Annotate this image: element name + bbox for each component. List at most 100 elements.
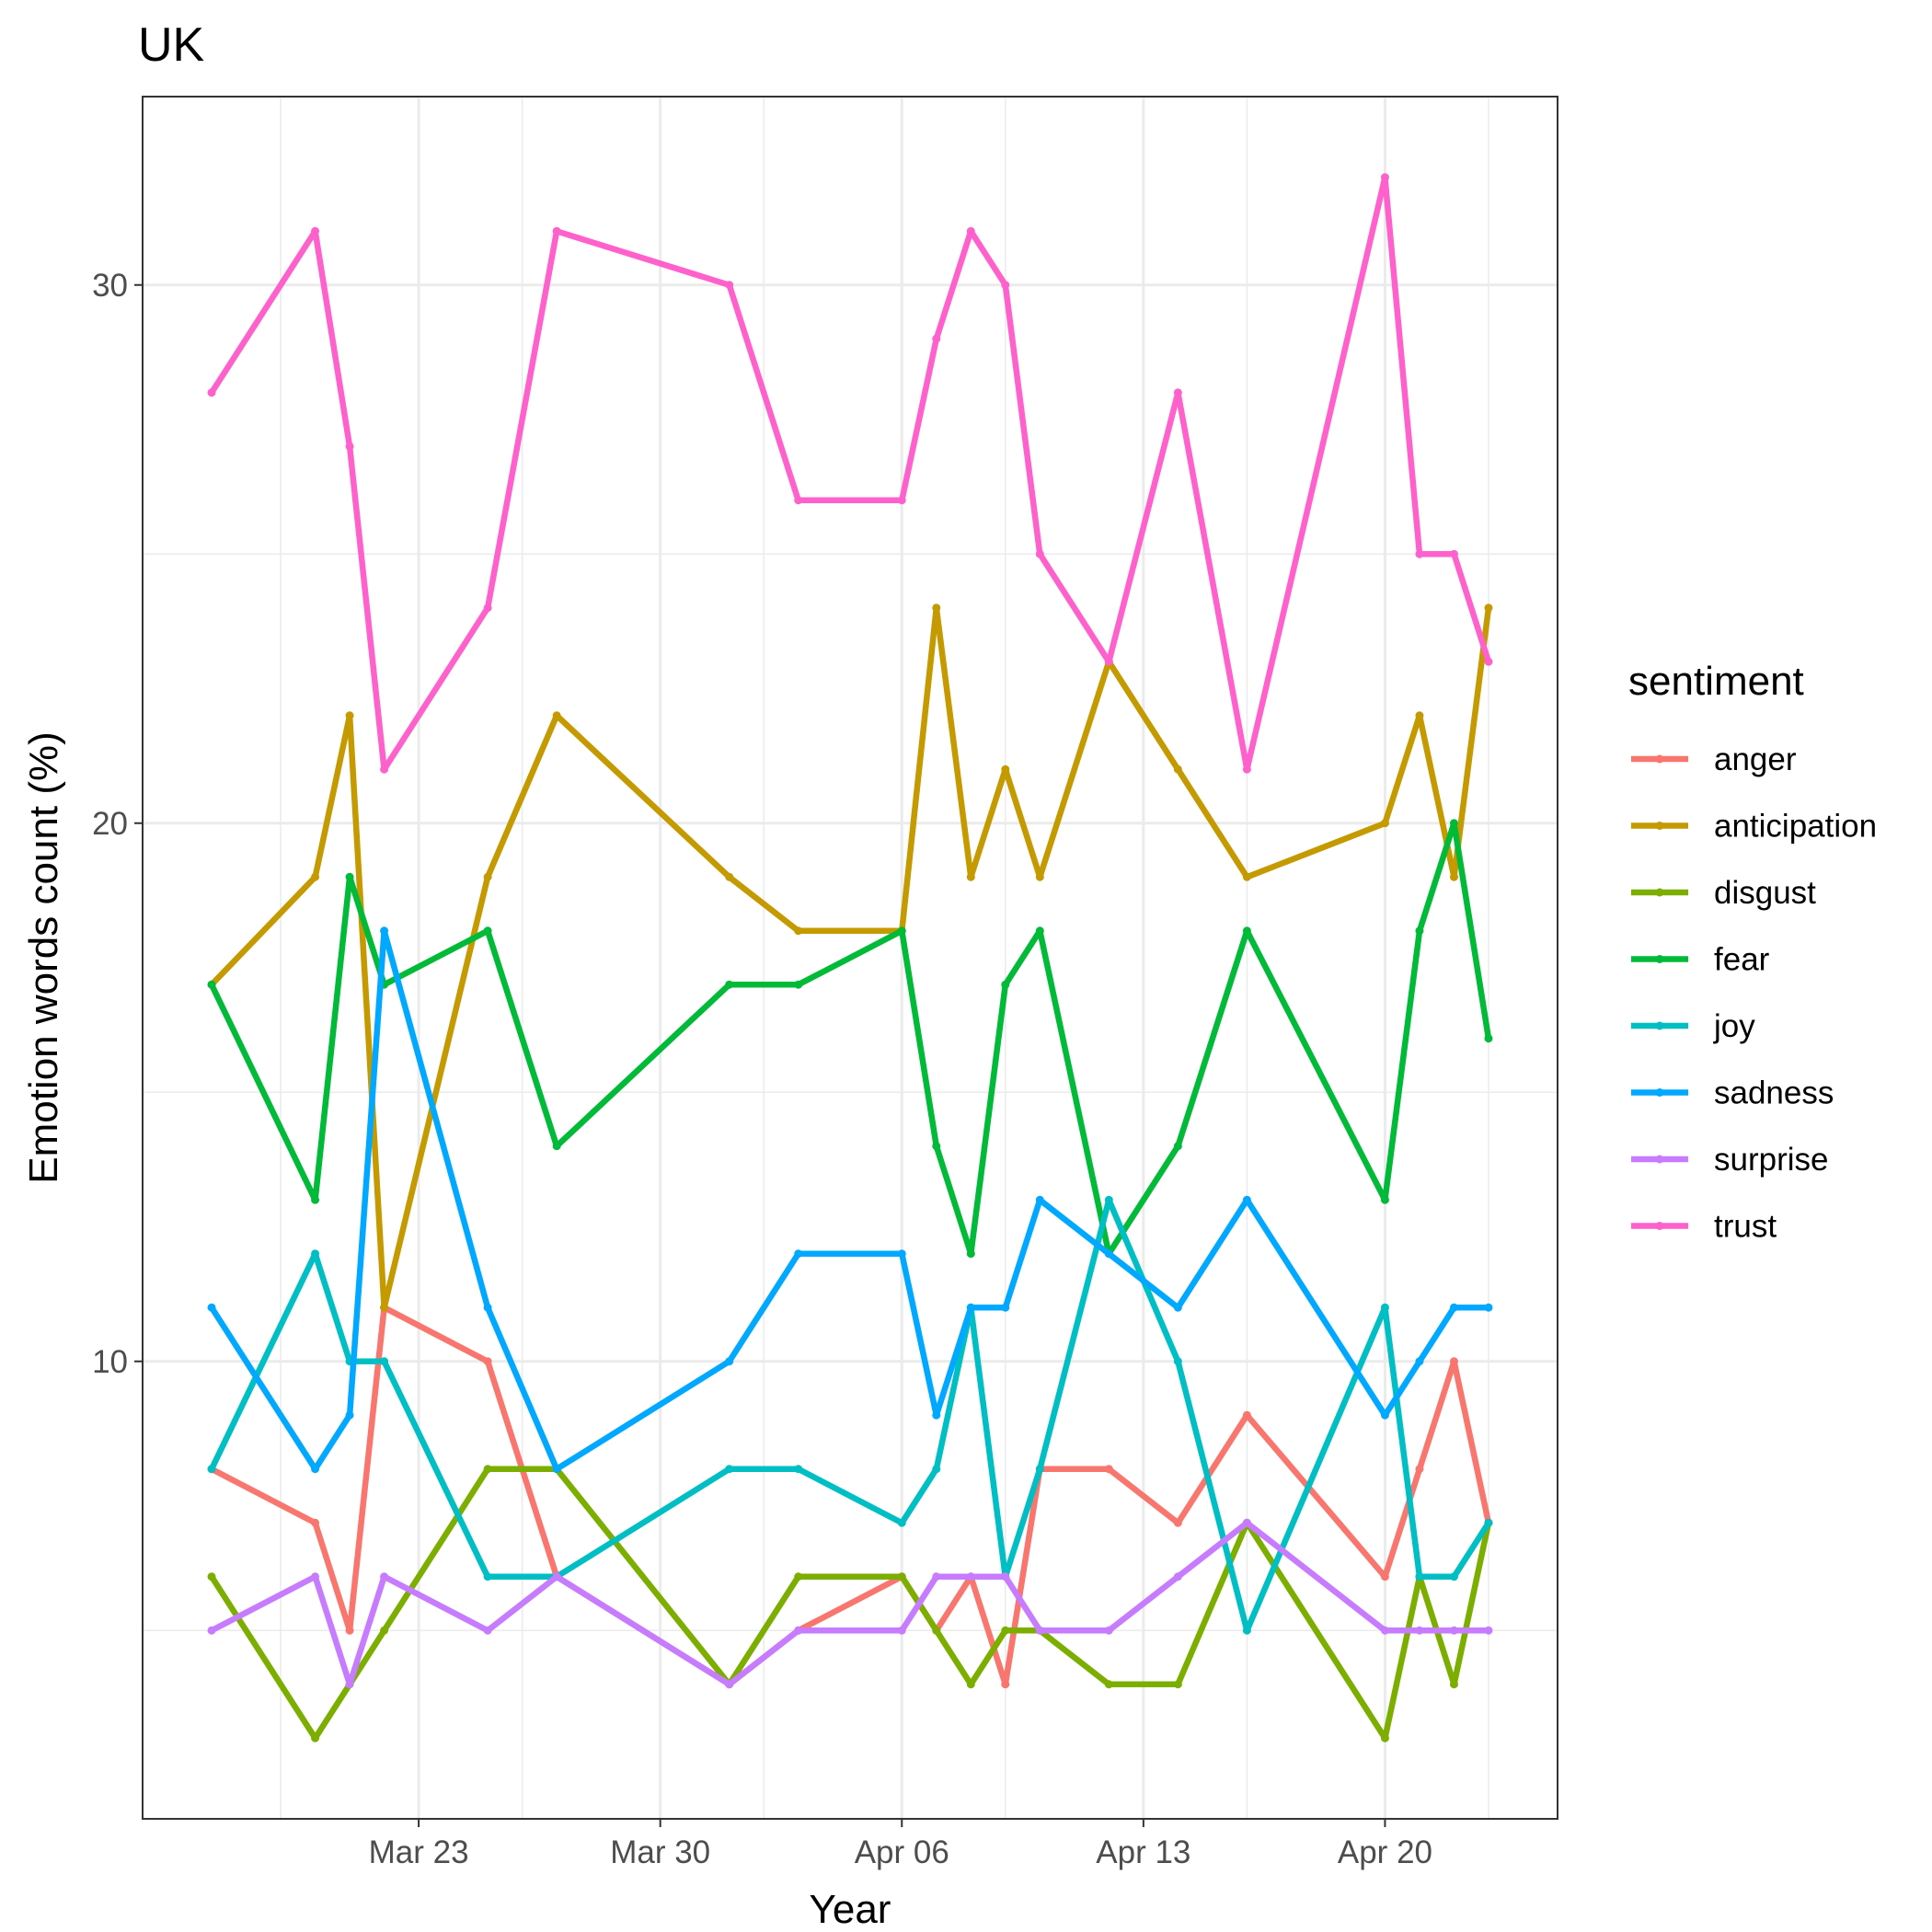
legend-key-point-surprise <box>1655 1155 1664 1164</box>
legend-label-anticipation: anticipation <box>1714 809 1877 845</box>
data-point-anger <box>1415 1465 1424 1474</box>
data-point-fear <box>207 980 216 989</box>
data-point-sadness <box>725 1357 734 1366</box>
data-point-disgust <box>380 1626 389 1635</box>
data-point-sadness <box>207 1303 216 1312</box>
data-point-trust <box>311 226 320 236</box>
data-point-fear <box>725 980 734 989</box>
data-point-surprise <box>1035 1626 1044 1635</box>
x-tick-label: Apr 06 <box>855 1834 949 1870</box>
legend-key-point-trust <box>1655 1222 1664 1230</box>
data-point-trust <box>1104 657 1113 666</box>
series-layer <box>207 173 1493 1742</box>
legend-key-point-anger <box>1655 754 1664 764</box>
data-point-fear <box>345 872 354 881</box>
major-gridlines <box>143 97 1558 1819</box>
data-point-surprise <box>1415 1626 1424 1635</box>
data-point-disgust <box>483 1465 492 1474</box>
data-point-disgust <box>1173 1680 1182 1689</box>
data-point-fear <box>1380 1195 1389 1204</box>
data-point-trust <box>380 765 389 774</box>
data-point-anger <box>1449 1357 1458 1366</box>
data-point-anger <box>483 1357 492 1366</box>
data-point-anticipation <box>932 604 941 613</box>
data-point-disgust <box>1380 1733 1389 1742</box>
data-point-surprise <box>207 1626 216 1635</box>
data-point-surprise <box>1173 1572 1182 1581</box>
data-point-joy <box>1035 1465 1044 1474</box>
data-point-trust <box>966 226 975 236</box>
data-point-surprise <box>345 1680 354 1689</box>
data-point-fear <box>1173 1142 1182 1151</box>
data-point-surprise <box>552 1572 561 1581</box>
y-axis-title: Emotion words count (%) <box>21 731 66 1184</box>
data-point-trust <box>207 388 216 397</box>
legend-label-sadness: sadness <box>1714 1075 1834 1111</box>
data-point-sadness <box>932 1410 941 1420</box>
y-tick-label: 10 <box>92 1344 128 1380</box>
data-point-trust <box>794 496 803 505</box>
data-point-anticipation <box>311 872 320 881</box>
x-tick-label: Mar 30 <box>610 1834 710 1870</box>
series-line-anticipation <box>208 604 1492 1311</box>
data-point-fear <box>1484 1034 1493 1043</box>
data-point-trust <box>1449 549 1458 558</box>
data-point-trust <box>483 604 492 613</box>
data-point-joy <box>207 1465 216 1474</box>
data-point-trust <box>1001 281 1010 290</box>
data-point-trust <box>1415 549 1424 558</box>
data-point-joy <box>1104 1195 1113 1204</box>
data-point-surprise <box>380 1572 389 1581</box>
data-point-surprise <box>1484 1626 1493 1635</box>
y-tick-label: 30 <box>92 268 128 304</box>
data-point-sadness <box>1001 1303 1010 1312</box>
data-point-trust <box>1035 549 1044 558</box>
data-point-anticipation <box>380 1303 389 1312</box>
legend-key-point-sadness <box>1655 1088 1664 1097</box>
data-point-joy <box>380 1357 389 1366</box>
data-point-fear <box>1449 819 1458 828</box>
data-point-surprise <box>311 1572 320 1581</box>
x-axis: Mar 23 Mar 30 Apr 06 Apr 13 Apr 20 <box>369 1819 1432 1870</box>
data-point-anticipation <box>552 711 561 720</box>
data-point-trust <box>345 442 354 451</box>
data-point-surprise <box>1001 1572 1010 1581</box>
data-point-joy <box>725 1465 734 1474</box>
data-point-trust <box>1380 173 1389 182</box>
data-point-surprise <box>966 1572 975 1581</box>
data-point-surprise <box>897 1626 906 1635</box>
data-point-joy <box>1173 1357 1182 1366</box>
data-point-surprise <box>794 1626 803 1635</box>
data-point-joy <box>897 1518 906 1527</box>
data-point-surprise <box>1449 1626 1458 1635</box>
legend-label-joy: joy <box>1713 1008 1755 1044</box>
data-point-surprise <box>932 1572 941 1581</box>
data-point-joy <box>1380 1303 1389 1312</box>
data-point-fear <box>483 926 492 936</box>
legend-item-surprise: surprise <box>1631 1142 1828 1178</box>
data-point-sadness <box>380 926 389 936</box>
data-point-anticipation <box>1449 872 1458 881</box>
data-point-joy <box>1484 1518 1493 1527</box>
data-point-disgust <box>897 1572 906 1581</box>
data-point-fear <box>311 1195 320 1204</box>
data-point-anger <box>1173 1518 1182 1527</box>
series-line-surprise <box>208 1520 1492 1688</box>
data-point-anticipation <box>1380 819 1389 828</box>
series-surprise <box>207 1518 1493 1689</box>
x-tick-label: Apr 20 <box>1338 1834 1432 1870</box>
x-tick-label: Apr 13 <box>1096 1834 1190 1870</box>
data-point-anger <box>1104 1465 1113 1474</box>
data-point-fear <box>897 926 906 936</box>
data-point-trust <box>1173 388 1182 397</box>
legend-label-trust: trust <box>1714 1209 1777 1245</box>
series-line-disgust <box>208 1466 1492 1742</box>
legend-item-disgust: disgust <box>1631 875 1816 911</box>
data-point-anticipation <box>345 711 354 720</box>
data-point-disgust <box>1449 1680 1458 1689</box>
legend-key-point-disgust <box>1655 888 1664 897</box>
chart-title: UK <box>138 18 205 72</box>
legend-item-trust: trust <box>1631 1209 1777 1245</box>
data-point-trust <box>725 281 734 290</box>
